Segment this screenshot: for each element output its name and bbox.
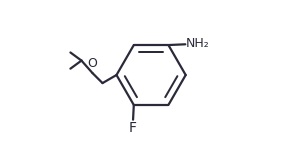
Text: NH₂: NH₂ [186,37,210,50]
Text: O: O [88,57,98,70]
Text: F: F [129,122,137,135]
